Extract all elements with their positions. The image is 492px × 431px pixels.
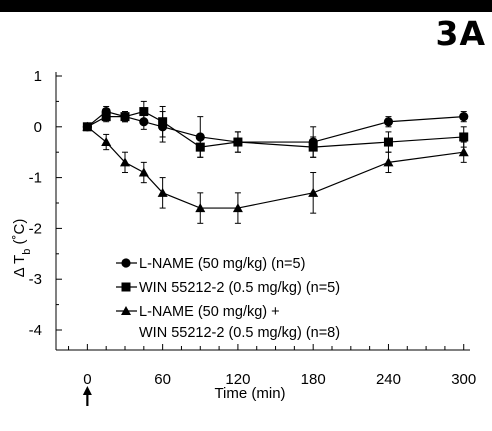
data-point-combo <box>101 137 112 147</box>
data-point-combo <box>138 167 149 177</box>
x-tick-label: 180 <box>301 371 326 388</box>
series-combo <box>82 121 469 224</box>
legend-label-combo-line2: WIN 55212-2 (0.5 mg/kg) (n=8) <box>139 325 340 341</box>
data-point-combo <box>232 203 243 213</box>
data-point-combo <box>308 187 319 197</box>
data-point-combo <box>195 203 206 213</box>
legend-marker-win <box>121 282 131 292</box>
series-line-win <box>87 110 464 148</box>
series-line-combo <box>86 126 464 209</box>
x-tick-label: 0 <box>83 371 91 388</box>
y-axis-title-main: Δ T <box>11 255 28 278</box>
data-point-win <box>195 142 205 152</box>
data-point-win <box>233 137 243 147</box>
data-point-win <box>383 137 393 147</box>
legend-label-combo-line1: L-NAME (50 mg/kg) + <box>139 304 280 320</box>
x-tick-label: 240 <box>376 371 401 388</box>
data-point-combo <box>120 157 130 167</box>
injection-arrow-head <box>82 386 92 395</box>
data-point-combo <box>82 121 93 131</box>
legend-label-l-name: L-NAME (50 mg/kg) (n=5) <box>139 256 305 272</box>
svg-text:Δ Tb (˚C): Δ Tb (˚C) <box>11 219 33 278</box>
legend-label-win: WIN 55212-2 (0.5 mg/kg) (n=5) <box>139 280 340 296</box>
legend-marker-combo <box>121 306 131 315</box>
data-point-win <box>308 142 318 152</box>
legend-markers <box>116 258 137 315</box>
x-tick-label: 120 <box>225 371 250 388</box>
top-border-bar <box>0 0 492 12</box>
legend-marker-l-name <box>121 258 131 268</box>
series-win <box>82 100 469 158</box>
x-axis-title: Time (min) <box>214 385 285 402</box>
legend: L-NAME (50 mg/kg) (n=5) WIN 55212-2 (0.5… <box>116 256 340 341</box>
y-tick-label: 1 <box>34 68 42 85</box>
y-tick-label: -1 <box>29 170 42 187</box>
data-point-win <box>101 112 111 122</box>
y-axis-title-unit: (˚C) <box>11 219 28 249</box>
x-tick-label: 60 <box>154 371 171 388</box>
data-point-win <box>459 132 469 142</box>
y-tick-label: -3 <box>29 271 42 288</box>
data-point-combo <box>383 157 394 167</box>
data-point-combo <box>157 187 168 197</box>
data-point-win <box>158 117 168 127</box>
data-point-l-name <box>383 117 394 127</box>
y-tick-label: -4 <box>29 322 42 339</box>
y-axis-title: Δ Tb (˚C) <box>11 219 33 278</box>
data-point-win <box>139 107 149 117</box>
x-tick-label: 300 <box>451 371 476 388</box>
y-tick-label: 0 <box>34 119 42 136</box>
data-point-l-name <box>459 112 469 122</box>
data-point-combo <box>458 147 469 157</box>
axes: 1 0 -1 -2 -3 -4 0 60 120 180 240 300 <box>29 68 476 406</box>
plot-area <box>82 100 469 224</box>
y-tick-label: -2 <box>29 220 42 237</box>
series-line-l-name <box>86 110 464 143</box>
y-axis-title-subscript: b <box>21 249 33 255</box>
panel-label: 3A <box>435 14 486 53</box>
data-point-win <box>120 112 130 122</box>
